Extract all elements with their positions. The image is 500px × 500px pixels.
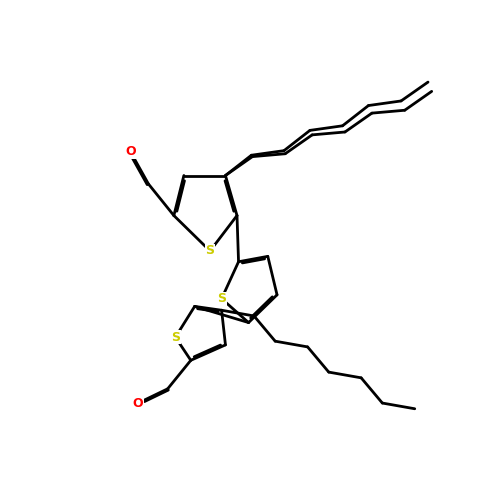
Text: S: S xyxy=(217,292,226,305)
Text: S: S xyxy=(206,244,214,258)
Text: O: O xyxy=(125,145,136,158)
Text: O: O xyxy=(132,397,143,410)
Text: S: S xyxy=(171,330,180,344)
